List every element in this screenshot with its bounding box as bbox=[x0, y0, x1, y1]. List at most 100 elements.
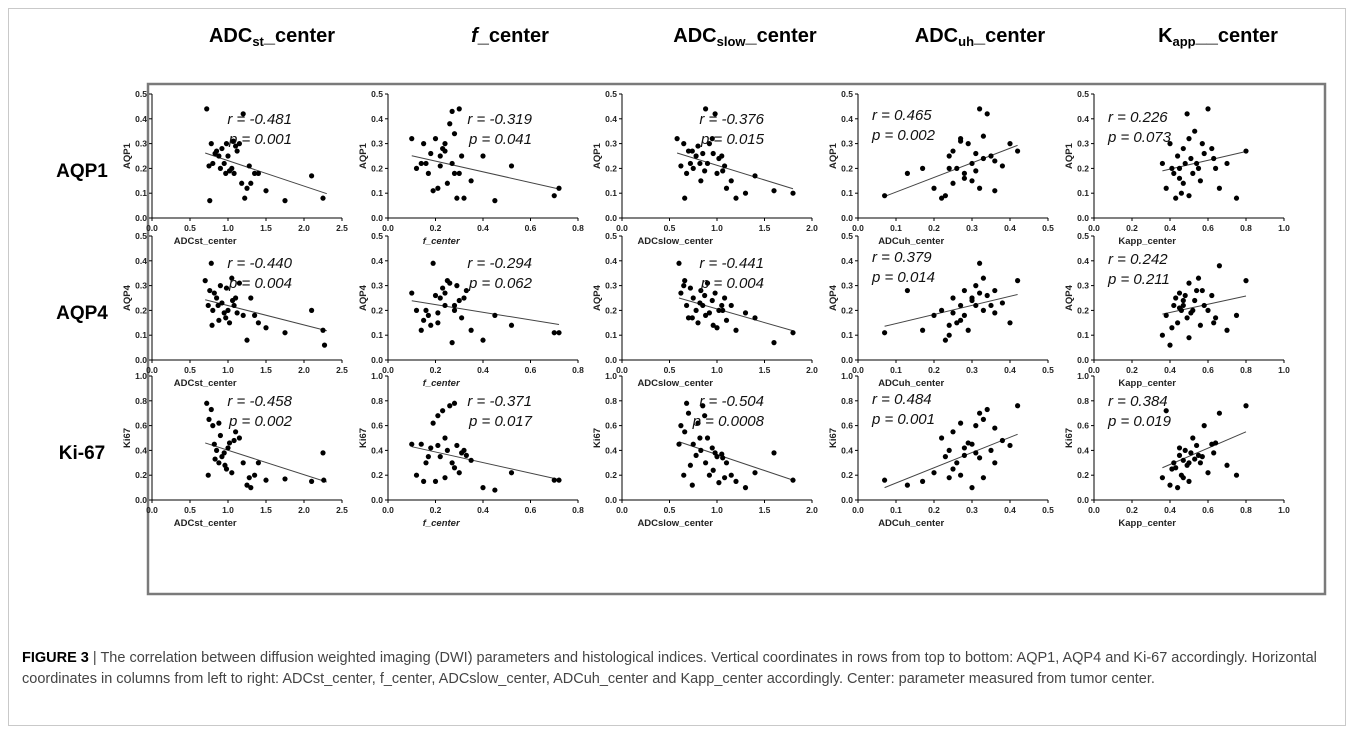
data-point bbox=[1224, 462, 1230, 468]
data-point bbox=[1180, 145, 1186, 152]
data-point bbox=[1233, 312, 1240, 318]
data-point bbox=[230, 138, 236, 144]
data-point bbox=[973, 283, 979, 289]
x-tick-label: 0.0 bbox=[146, 365, 158, 375]
x-axis-title: f_center bbox=[423, 518, 461, 529]
y-axis-title: Ki67 bbox=[592, 428, 603, 448]
data-point bbox=[226, 320, 233, 326]
data-point bbox=[710, 467, 716, 473]
data-point bbox=[920, 327, 926, 333]
data-point bbox=[1186, 136, 1192, 142]
x-tick-label: 0.0 bbox=[616, 365, 628, 375]
y-axis-title: AQP1 bbox=[122, 142, 133, 169]
data-point bbox=[409, 441, 415, 447]
data-point bbox=[973, 450, 979, 456]
data-point bbox=[946, 475, 952, 481]
x-tick-label: 0.2 bbox=[430, 365, 442, 375]
data-point bbox=[931, 312, 937, 318]
data-point bbox=[456, 470, 462, 476]
x-axis-title: Kapp_center bbox=[1118, 378, 1176, 389]
regression-line bbox=[884, 433, 1018, 489]
data-point bbox=[442, 302, 448, 309]
data-point bbox=[456, 106, 462, 112]
data-point bbox=[678, 423, 684, 429]
x-tick-label: 0.0 bbox=[1088, 505, 1100, 515]
figure-frame bbox=[8, 8, 1346, 726]
data-point bbox=[215, 302, 221, 309]
data-point bbox=[1167, 141, 1173, 147]
data-point bbox=[977, 290, 983, 296]
x-tick-label: 0.5 bbox=[664, 365, 676, 375]
y-tick-label: 0.5 bbox=[605, 89, 617, 99]
y-tick-label: 0.5 bbox=[1077, 89, 1089, 99]
data-point bbox=[1167, 342, 1173, 348]
data-point bbox=[703, 106, 709, 112]
data-point bbox=[461, 447, 467, 453]
x-tick-label: 0.5 bbox=[1042, 365, 1054, 375]
data-point bbox=[263, 325, 269, 331]
data-point bbox=[702, 168, 708, 174]
data-point bbox=[248, 295, 254, 301]
x-tick-label: 0.4 bbox=[477, 223, 489, 233]
correlation-p-label: p = 0.017 bbox=[468, 413, 533, 430]
data-point bbox=[1163, 185, 1169, 191]
data-point bbox=[255, 320, 261, 326]
data-point bbox=[459, 153, 465, 159]
x-tick-label: 1.0 bbox=[222, 223, 234, 233]
data-point bbox=[709, 297, 715, 304]
data-point bbox=[698, 178, 704, 184]
x-tick-label: 2.5 bbox=[336, 505, 348, 515]
data-point bbox=[992, 158, 998, 164]
data-point bbox=[958, 302, 964, 309]
scatter-panel-2-5: 0.0 0.1 0.2 0.3 0.4 0.5 0.0 0.2 0.4 0.6 0.8 1.0 Kapp… bbox=[1064, 231, 1290, 389]
y-tick-label: 0.2 bbox=[135, 470, 147, 480]
x-tick-label: 2.5 bbox=[336, 365, 348, 375]
data-point bbox=[244, 185, 250, 191]
data-point bbox=[1201, 150, 1207, 157]
y-tick-label: 0.8 bbox=[371, 396, 383, 406]
x-axis-title: Kapp_center bbox=[1118, 518, 1176, 529]
data-point bbox=[409, 290, 415, 296]
data-point bbox=[432, 136, 439, 142]
y-axis-title: AQP1 bbox=[828, 142, 839, 169]
data-point bbox=[236, 141, 242, 147]
data-point bbox=[508, 163, 515, 169]
regression-line bbox=[205, 442, 327, 483]
data-point bbox=[204, 400, 210, 406]
regression-line bbox=[676, 152, 794, 190]
data-point bbox=[1180, 180, 1186, 186]
x-tick-label: 1.5 bbox=[260, 365, 272, 375]
x-tick-label: 0.4 bbox=[1004, 365, 1016, 375]
y-tick-label: 0.2 bbox=[371, 470, 383, 480]
correlation-p-label: p = 0.004 bbox=[700, 275, 764, 292]
data-point bbox=[980, 133, 987, 139]
data-point bbox=[207, 198, 213, 204]
y-tick-label: 0.6 bbox=[605, 421, 617, 431]
y-tick-label: 0.1 bbox=[605, 188, 617, 198]
data-point bbox=[771, 188, 777, 194]
data-point bbox=[920, 478, 926, 484]
data-point bbox=[977, 410, 983, 416]
data-point bbox=[480, 337, 486, 343]
data-point bbox=[882, 193, 888, 199]
data-point bbox=[451, 400, 458, 406]
data-point bbox=[1216, 410, 1222, 416]
data-point bbox=[217, 283, 223, 289]
y-tick-label: 0.2 bbox=[605, 163, 617, 173]
data-point bbox=[1194, 287, 1200, 294]
data-point bbox=[219, 145, 225, 152]
data-point bbox=[421, 317, 427, 323]
y-tick-label: 0.4 bbox=[135, 256, 147, 266]
data-point bbox=[1178, 190, 1184, 196]
x-tick-label: 0.1 bbox=[890, 505, 902, 515]
correlation-p-label: p = 0.073 bbox=[1107, 129, 1172, 146]
y-tick-label: 0.6 bbox=[371, 421, 383, 431]
data-point bbox=[1188, 155, 1194, 162]
data-point bbox=[988, 302, 994, 309]
data-point bbox=[980, 155, 987, 162]
data-point bbox=[432, 478, 439, 484]
data-point bbox=[1180, 457, 1186, 463]
data-point bbox=[421, 141, 427, 147]
data-point bbox=[252, 170, 258, 176]
data-point bbox=[252, 472, 258, 478]
